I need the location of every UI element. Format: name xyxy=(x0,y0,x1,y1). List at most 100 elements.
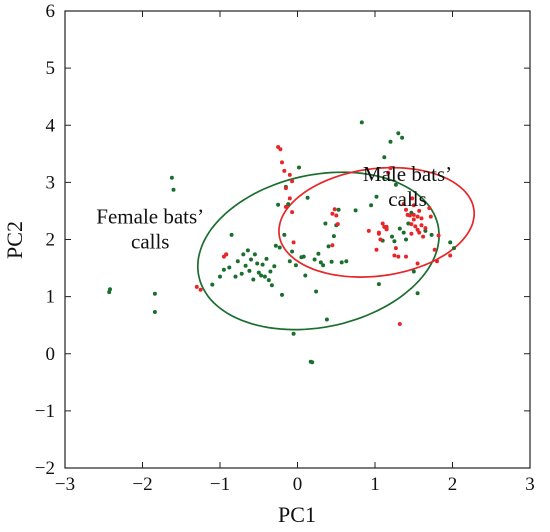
male-point xyxy=(436,233,441,238)
female-label: calls xyxy=(131,230,169,254)
female-point xyxy=(411,269,416,274)
female-point xyxy=(323,221,328,226)
female-point xyxy=(326,244,331,249)
female-point xyxy=(423,228,428,233)
male-point xyxy=(332,207,337,212)
confidence-ellipses xyxy=(196,166,476,331)
male-point xyxy=(419,223,424,228)
female-point xyxy=(252,252,257,257)
male-point xyxy=(410,196,415,201)
y-tick-label: 5 xyxy=(46,58,56,79)
y-tick-label: 0 xyxy=(46,344,56,365)
male-point xyxy=(283,204,288,209)
y-tick-label: −2 xyxy=(35,458,55,479)
male-point xyxy=(421,234,426,239)
female-point xyxy=(318,260,323,265)
male-point xyxy=(194,284,199,289)
female-point xyxy=(268,269,273,274)
male-point xyxy=(282,168,287,173)
female-point xyxy=(396,131,401,136)
male-point xyxy=(417,208,422,213)
female-point xyxy=(221,267,226,272)
female-point xyxy=(336,207,341,212)
x-tick-label: 1 xyxy=(370,474,380,495)
male-point xyxy=(384,224,389,229)
female-label: Female bats’ xyxy=(96,205,204,229)
female-point xyxy=(169,175,174,180)
female-point xyxy=(171,187,176,192)
male-point xyxy=(419,216,424,221)
female-point xyxy=(276,202,281,207)
female-point xyxy=(324,317,329,322)
female-point xyxy=(108,287,112,292)
female-point xyxy=(256,270,261,275)
male-point xyxy=(291,240,296,245)
female-point xyxy=(152,291,157,296)
female-point xyxy=(390,234,394,239)
male-point xyxy=(393,246,398,251)
female-point xyxy=(264,256,269,261)
female-point xyxy=(369,203,374,208)
female-point xyxy=(218,274,222,279)
x-tick-label: −2 xyxy=(132,474,152,495)
male-ellipse xyxy=(278,166,476,278)
female-point xyxy=(401,230,406,235)
male-point xyxy=(427,206,432,211)
male-point xyxy=(376,231,381,236)
female-point xyxy=(400,135,405,140)
female-point xyxy=(448,240,453,245)
female-point xyxy=(316,251,321,256)
male-point xyxy=(278,147,283,152)
female-point xyxy=(406,221,411,226)
female-point xyxy=(382,155,387,160)
male-point xyxy=(283,186,288,191)
male-point xyxy=(411,217,416,222)
x-tick-label: −1 xyxy=(210,474,230,495)
female-point xyxy=(305,195,310,200)
female-point xyxy=(331,234,336,239)
female-point xyxy=(287,259,292,264)
female-point xyxy=(388,139,393,144)
female-point xyxy=(374,194,379,199)
female-point xyxy=(329,259,334,264)
female-point xyxy=(282,232,287,237)
female-point xyxy=(404,237,408,242)
female-point xyxy=(376,282,381,287)
female-point xyxy=(286,202,291,207)
female-point xyxy=(255,261,260,266)
male-point xyxy=(401,202,406,207)
female-point xyxy=(241,252,246,257)
female-point xyxy=(301,254,306,259)
female-point xyxy=(229,232,234,237)
female-point xyxy=(262,274,267,279)
female-point xyxy=(290,249,295,254)
female-point xyxy=(227,265,232,270)
x-tick-label: 2 xyxy=(448,474,458,495)
male-point xyxy=(388,166,393,171)
female-point xyxy=(152,310,157,314)
y-tick-label: 4 xyxy=(46,115,56,136)
male-point xyxy=(374,247,379,252)
male-point xyxy=(378,237,383,242)
female-point xyxy=(293,263,298,268)
female-point xyxy=(272,264,277,269)
male-point xyxy=(330,243,335,248)
male-point xyxy=(380,221,385,226)
male-point xyxy=(432,247,437,252)
x-tick-label: −3 xyxy=(55,474,75,495)
female-point xyxy=(429,232,434,237)
female-point xyxy=(392,239,397,244)
female-point xyxy=(249,257,253,262)
male-point xyxy=(413,224,418,229)
female-point xyxy=(280,292,284,297)
male-point xyxy=(411,212,416,217)
female-point xyxy=(310,360,315,365)
y-tick-label: −1 xyxy=(35,401,55,422)
male-point xyxy=(287,196,292,201)
male-point xyxy=(415,261,420,266)
male-point xyxy=(423,226,428,231)
female-point xyxy=(312,257,317,262)
male-point xyxy=(392,253,397,258)
x-tick-label: 3 xyxy=(525,474,535,495)
